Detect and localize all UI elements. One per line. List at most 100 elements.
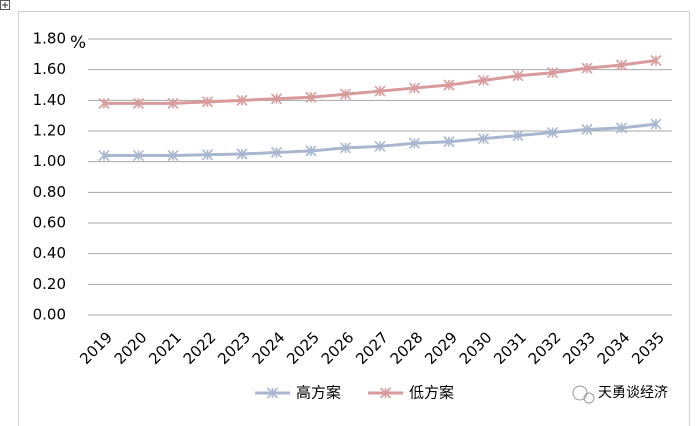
marker-shape <box>581 123 593 136</box>
x-tick-label: 2023 <box>214 328 254 368</box>
data-point <box>236 94 248 106</box>
data-point <box>167 97 179 109</box>
x-tick-label: 2028 <box>387 328 427 368</box>
data-point <box>408 137 421 149</box>
data-point <box>305 145 317 157</box>
x-tick-label: 2029 <box>421 328 461 368</box>
data-point <box>581 62 593 74</box>
data-point <box>443 79 455 91</box>
marker-shape <box>305 91 317 103</box>
y-tick-label: 0.20 <box>33 275 66 293</box>
data-point <box>98 149 110 162</box>
marker-shape <box>201 96 214 108</box>
marker-shape <box>132 149 145 162</box>
x-tick-label: 2033 <box>559 328 599 368</box>
y-tick-label: 0.00 <box>33 306 66 324</box>
x-tick-label: 2025 <box>283 328 323 368</box>
legend-marker <box>266 387 279 399</box>
chart-frame <box>18 11 690 426</box>
data-point <box>477 133 490 145</box>
marker-shape <box>650 54 662 67</box>
marker-shape <box>615 59 628 71</box>
data-point <box>443 136 455 148</box>
data-point <box>546 126 559 139</box>
x-tick-label: 2031 <box>490 328 530 368</box>
data-point <box>201 96 214 108</box>
data-point <box>339 88 352 100</box>
marker-shape <box>167 149 179 162</box>
marker-shape <box>443 79 455 91</box>
data-point <box>374 85 386 97</box>
y-tick-label: 1.20 <box>33 122 66 140</box>
data-point <box>270 93 283 105</box>
x-tick-label: 2021 <box>145 328 185 368</box>
marker-shape <box>266 387 279 399</box>
marker-shape <box>408 82 421 94</box>
data-point <box>201 149 214 161</box>
data-point <box>512 130 524 142</box>
marker-shape <box>236 148 248 160</box>
marker-shape <box>581 62 593 74</box>
watermark: 天勇谈经济 <box>598 385 668 401</box>
y-tick-label: 1.40 <box>33 91 66 109</box>
legend-label: 低方案 <box>409 384 454 402</box>
x-tick-label: 2019 <box>76 328 116 368</box>
x-tick-label: 2035 <box>628 328 668 368</box>
marker-shape <box>546 67 559 79</box>
marker-shape <box>379 387 392 399</box>
data-point <box>132 149 145 162</box>
x-tick-label: 2032 <box>525 328 565 368</box>
data-point <box>581 123 593 136</box>
marker-shape <box>98 149 110 162</box>
marker-shape <box>615 122 628 134</box>
marker-shape <box>132 97 145 109</box>
marker-shape <box>477 74 490 86</box>
data-point <box>615 59 628 71</box>
data-point <box>650 54 662 67</box>
data-point <box>615 122 628 134</box>
marker-shape <box>650 118 662 130</box>
marker-shape <box>167 97 179 109</box>
marker-shape <box>374 140 386 152</box>
marker-shape <box>374 85 386 97</box>
y-tick-label: 1.80 <box>33 30 66 48</box>
marker-shape <box>98 97 110 109</box>
data-point <box>270 146 283 159</box>
series-line <box>104 58 657 105</box>
marker-shape <box>477 133 490 145</box>
y-tick-label: 1.00 <box>33 152 66 170</box>
data-point <box>305 91 317 103</box>
y-tick-label: 0.40 <box>33 244 66 262</box>
legend-label: 高方案 <box>296 384 341 402</box>
watermark-icon <box>572 385 595 404</box>
data-point <box>374 140 386 152</box>
marker-shape <box>512 130 524 142</box>
data-point <box>236 148 248 160</box>
x-tick-label: 2027 <box>352 328 392 368</box>
marker-shape <box>270 93 283 105</box>
marker-shape <box>408 137 421 149</box>
x-tick-label: 2022 <box>180 328 220 368</box>
data-point <box>512 70 524 82</box>
y-tick-label: 0.80 <box>33 183 66 201</box>
y-tick-label: 0.60 <box>33 214 66 232</box>
x-tick-label: 2024 <box>249 328 289 368</box>
data-point <box>408 82 421 94</box>
marker-shape <box>339 142 352 154</box>
data-point <box>98 97 110 109</box>
x-tick-label: 2026 <box>318 328 358 368</box>
table-handle <box>0 0 10 10</box>
data-point <box>477 74 490 86</box>
data-point <box>339 142 352 154</box>
data-point <box>167 149 179 162</box>
marker-shape <box>339 88 352 100</box>
marker-shape <box>201 149 214 161</box>
x-tick-label: 2020 <box>111 328 151 368</box>
marker-shape <box>546 126 559 139</box>
marker-shape <box>443 136 455 148</box>
marker-shape <box>512 70 524 82</box>
x-tick-label: 2034 <box>594 328 634 368</box>
legend-marker <box>379 387 392 399</box>
x-tick-label: 2030 <box>456 328 496 368</box>
